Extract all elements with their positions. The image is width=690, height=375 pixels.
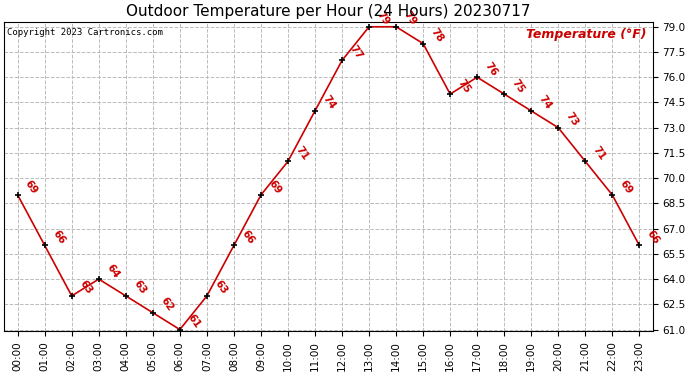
Text: 61: 61 [186, 312, 202, 330]
Text: Temperature (°F): Temperature (°F) [526, 28, 647, 41]
Text: 71: 71 [591, 144, 607, 162]
Text: Copyright 2023 Cartronics.com: Copyright 2023 Cartronics.com [8, 28, 164, 37]
Text: 75: 75 [510, 77, 526, 94]
Text: 79: 79 [402, 10, 418, 27]
Text: 78: 78 [428, 27, 445, 44]
Text: 79: 79 [375, 10, 391, 27]
Text: 77: 77 [348, 43, 364, 61]
Text: 63: 63 [77, 279, 94, 297]
Text: 63: 63 [213, 279, 229, 297]
Text: 62: 62 [159, 296, 175, 314]
Text: 71: 71 [293, 144, 310, 162]
Text: 69: 69 [266, 178, 283, 196]
Text: 75: 75 [455, 77, 472, 94]
Text: 69: 69 [618, 178, 634, 196]
Text: 69: 69 [23, 178, 39, 196]
Text: 76: 76 [483, 60, 500, 78]
Text: 74: 74 [321, 94, 337, 111]
Text: 64: 64 [104, 262, 121, 280]
Text: 66: 66 [645, 228, 662, 246]
Text: 66: 66 [50, 228, 67, 246]
Text: 63: 63 [131, 279, 148, 297]
Text: 66: 66 [239, 228, 256, 246]
Title: Outdoor Temperature per Hour (24 Hours) 20230717: Outdoor Temperature per Hour (24 Hours) … [126, 4, 531, 19]
Text: 73: 73 [564, 111, 580, 128]
Text: 74: 74 [537, 94, 553, 111]
